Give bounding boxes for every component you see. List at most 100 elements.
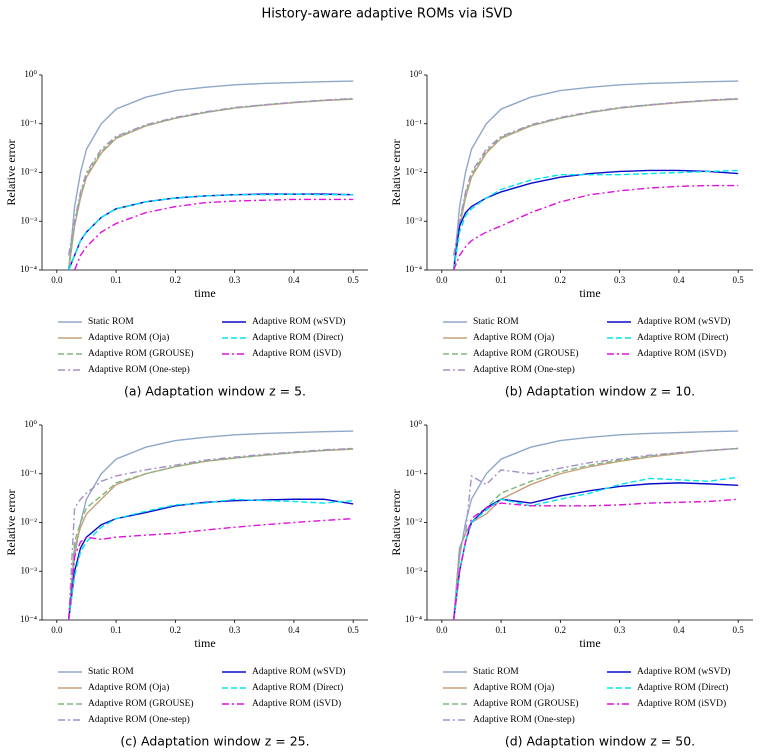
- series-line: [452, 169, 739, 270]
- series-line: [67, 498, 354, 620]
- legend-label: Adaptive ROM (Oja): [473, 332, 554, 343]
- panel: 10⁻⁴ 10⁻³ 10⁻² 10⁻¹ 10⁰ 0.0 0.1 0.2 0.3 0.4 0.5 tim…: [4, 419, 368, 749]
- legend-label: Static ROM: [473, 317, 519, 327]
- legend-label: Adaptive ROM (One-step): [88, 364, 190, 375]
- x-tick-label: 0.1: [495, 625, 506, 635]
- y-axis-label: Relative error: [4, 489, 18, 555]
- series-line: [452, 430, 739, 620]
- series-line: [452, 447, 739, 620]
- series-line: [68, 193, 354, 270]
- series-line: [452, 98, 739, 270]
- x-tick-label: 0.2: [170, 275, 181, 285]
- legend-label: Adaptive ROM (GROUSE): [473, 348, 579, 359]
- legend-label: Adaptive ROM (Oja): [473, 682, 554, 693]
- legend-label: Adaptive ROM (GROUSE): [88, 698, 194, 709]
- x-axis-label: time: [194, 636, 215, 650]
- x-tick-label: 0.5: [348, 625, 360, 635]
- x-tick-label: 0.0: [51, 275, 63, 285]
- y-tick-label: 10⁻⁴: [20, 264, 37, 274]
- legend-label: Adaptive ROM (GROUSE): [88, 348, 194, 359]
- y-tick-label: 10⁰: [409, 419, 422, 429]
- legend-label: Adaptive ROM (wSVD): [252, 666, 345, 677]
- y-tick-label: 10⁻¹: [21, 468, 38, 478]
- x-tick-label: 0.0: [436, 275, 448, 285]
- y-axis-label: Relative error: [4, 139, 18, 205]
- series-line: [452, 476, 739, 620]
- y-tick-label: 10⁻³: [21, 565, 38, 575]
- y-tick-label: 10⁻¹: [406, 468, 423, 478]
- x-tick-label: 0.3: [229, 625, 241, 635]
- y-tick-label: 10⁻²: [406, 517, 423, 527]
- series-line: [452, 447, 739, 620]
- legend-label: Adaptive ROM (GROUSE): [473, 698, 579, 709]
- series-line: [452, 169, 739, 270]
- legend-label: Adaptive ROM (One-step): [473, 364, 575, 375]
- series-line: [67, 80, 354, 270]
- x-tick-label: 0.1: [110, 625, 121, 635]
- series-line: [68, 193, 354, 270]
- y-axis-label: Relative error: [389, 139, 403, 205]
- caption: (a) Adaptation window z = 5.: [124, 384, 306, 399]
- x-tick-label: 0.2: [555, 625, 566, 635]
- legend-label: Adaptive ROM (One-step): [88, 714, 190, 725]
- legend-label: Adaptive ROM (wSVD): [252, 316, 345, 327]
- y-tick-label: 10⁻⁴: [405, 264, 422, 274]
- series-line: [67, 448, 354, 620]
- y-tick-label: 10⁻⁴: [20, 614, 37, 624]
- legend-label: Adaptive ROM (Oja): [88, 682, 169, 693]
- legend-label: Adaptive ROM (Direct): [252, 682, 343, 693]
- y-tick-label: 10⁻⁴: [405, 614, 422, 624]
- y-tick-label: 10⁻¹: [21, 118, 38, 128]
- x-tick-label: 0.3: [614, 275, 626, 285]
- legend-label: Adaptive ROM (iSVD): [637, 348, 726, 359]
- series-line: [67, 447, 354, 620]
- panel: 10⁻⁴ 10⁻³ 10⁻² 10⁻¹ 10⁰ 0.0 0.1 0.2 0.3 0.4 0.5 tim…: [4, 69, 368, 399]
- legend-label: Static ROM: [88, 317, 134, 327]
- x-tick-label: 0.2: [170, 625, 181, 635]
- panel: 10⁻⁴ 10⁻³ 10⁻² 10⁻¹ 10⁰ 0.0 0.1 0.2 0.3 0.4 0.5 tim…: [389, 419, 753, 749]
- series-line: [67, 430, 354, 620]
- x-tick-label: 0.4: [673, 625, 685, 635]
- legend-label: Adaptive ROM (iSVD): [637, 698, 726, 709]
- legend-label: Adaptive ROM (wSVD): [637, 666, 730, 677]
- x-tick-label: 0.5: [348, 275, 360, 285]
- x-tick-label: 0.4: [288, 625, 300, 635]
- x-tick-label: 0.4: [288, 275, 300, 285]
- x-tick-label: 0.1: [495, 275, 506, 285]
- legend-label: Adaptive ROM (Direct): [637, 682, 728, 693]
- legend-label: Adaptive ROM (Direct): [637, 332, 728, 343]
- series-line: [67, 98, 354, 270]
- series-line: [67, 98, 354, 270]
- series-line: [452, 498, 739, 620]
- x-tick-label: 0.3: [614, 625, 626, 635]
- y-tick-label: 10⁻²: [21, 167, 38, 177]
- y-tick-label: 10⁻³: [406, 215, 423, 225]
- legend-label: Adaptive ROM (Direct): [252, 332, 343, 343]
- y-tick-label: 10⁰: [24, 419, 37, 429]
- x-tick-label: 0.3: [229, 275, 241, 285]
- series-line: [67, 517, 354, 620]
- series-line: [67, 498, 354, 620]
- y-tick-label: 10⁻³: [21, 215, 38, 225]
- x-tick-label: 0.4: [673, 275, 685, 285]
- legend-label: Adaptive ROM (wSVD): [637, 316, 730, 327]
- series-line: [452, 97, 739, 256]
- x-tick-label: 0.0: [436, 625, 448, 635]
- y-tick-label: 10⁰: [409, 69, 422, 79]
- legend-label: Static ROM: [88, 667, 134, 677]
- y-tick-label: 10⁻³: [406, 565, 423, 575]
- x-tick-label: 0.5: [733, 625, 745, 635]
- x-tick-label: 0.2: [555, 275, 566, 285]
- caption: (b) Adaptation window z = 10.: [505, 384, 695, 399]
- series-line: [67, 97, 354, 256]
- series-line: [73, 198, 354, 270]
- series-line: [453, 184, 739, 270]
- series-line: [452, 98, 739, 270]
- y-axis-label: Relative error: [389, 489, 403, 555]
- caption: (d) Adaptation window z = 50.: [505, 734, 695, 749]
- y-tick-label: 10⁻²: [21, 517, 38, 527]
- legend-label: Adaptive ROM (iSVD): [252, 348, 341, 359]
- x-tick-label: 0.1: [110, 275, 121, 285]
- x-axis-label: time: [579, 636, 600, 650]
